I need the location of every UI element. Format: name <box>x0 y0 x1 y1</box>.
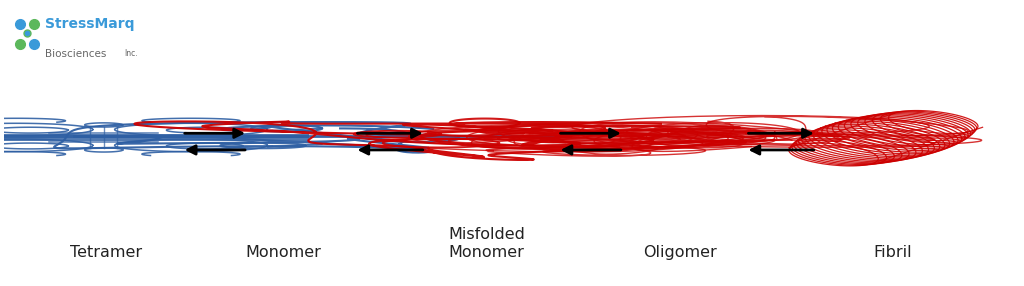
Text: Oligomer: Oligomer <box>643 245 717 260</box>
Text: Monomer: Monomer <box>246 245 322 260</box>
Text: Fibril: Fibril <box>873 245 912 260</box>
Text: Misfolded
Monomer: Misfolded Monomer <box>449 227 525 260</box>
Text: Biosciences: Biosciences <box>45 49 106 59</box>
Text: StressMarq: StressMarq <box>45 17 134 31</box>
Text: Inc.: Inc. <box>124 49 137 57</box>
Text: Tetramer: Tetramer <box>70 245 141 260</box>
